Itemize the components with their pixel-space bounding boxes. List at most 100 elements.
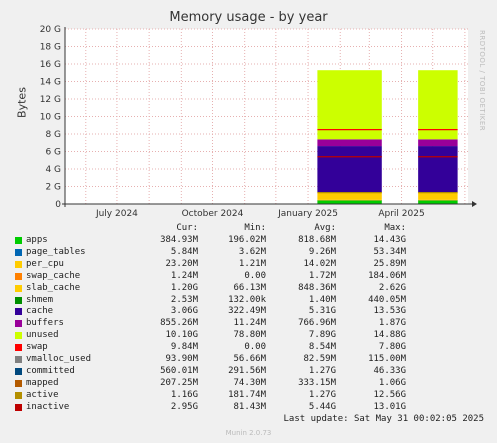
area-slab_cache (418, 192, 458, 200)
y-tick-label: 6 G (45, 148, 61, 158)
legend-value-max: 14.88G (373, 330, 406, 341)
area-cache (317, 146, 382, 193)
legend-value-max: 13.53G (373, 306, 406, 317)
x-tick-label: July 2024 (95, 209, 138, 219)
legend-value-max: 440.05M (368, 294, 406, 305)
legend-series-name: mapped (26, 377, 59, 388)
legend-value-avg: 1.40M (308, 294, 336, 305)
legend-value-min: 132.00k (228, 294, 266, 305)
area-slab_cache (317, 192, 382, 200)
legend-row: vmalloc_used 93.90M 56.66M 82.59M 115.00M (0, 354, 497, 366)
data-areas (317, 70, 458, 204)
legend-value-cur: 1.20G (170, 282, 198, 293)
y-tick-label: 8 G (45, 130, 61, 140)
legend-value-min: 66.13M (233, 282, 266, 293)
legend-swatch (15, 272, 22, 280)
legend-value-max: 25.89M (373, 258, 406, 269)
legend-swatch (15, 356, 22, 363)
legend-value-cur: 384.93M (160, 235, 198, 245)
legend-value-avg: 818.68M (298, 235, 336, 245)
rrdtool-credit: RRDTOOL / TOBI OETIKER (478, 30, 486, 132)
legend-row: shmem 2.53M 132.00k 1.40M 440.05M (0, 295, 497, 307)
legend-swatch (15, 367, 22, 375)
chart-title: Memory usage - by year (169, 10, 328, 25)
y-tick-label: 14 G (40, 78, 61, 88)
legend-row: active 1.16G 181.74M 1.27G 12.56G (0, 390, 497, 402)
legend-row: unused 10.10G 78.80M 7.89G 14.88G (0, 330, 497, 342)
legend-value-max: 13.01G (373, 401, 406, 412)
legend-series-name: buffers (26, 318, 64, 329)
y-tick-label: 12 G (40, 95, 61, 105)
legend-value-max: 12.56G (373, 389, 406, 400)
legend-header: Cur: Min: Avg: Max: (0, 223, 497, 235)
legend-value-max: 184.06M (368, 270, 406, 281)
munin-version: Munin 2.0.73 (225, 429, 272, 437)
legend-value-avg: 8.54M (308, 342, 336, 353)
legend-value-avg: 7.89G (308, 330, 336, 341)
legend-value-min: 181.74M (228, 389, 266, 400)
legend-value-avg: 1.27G (308, 365, 336, 376)
legend-series-name: page_tables (26, 246, 86, 257)
x-tick-labels: July 2024 October 2024 January 2025 April 2… (95, 209, 425, 219)
legend-value-cur: 23.20M (165, 258, 198, 269)
legend-column-header: Min: (244, 223, 266, 233)
legend-value-cur: 10.10G (165, 330, 198, 341)
legend-value-cur: 1.16G (170, 389, 198, 400)
y-tick-labels: 0 2 G 4 G 6 G 8 G 10 G 12 G 14 G 16 G 18 G 20 G (40, 25, 62, 210)
legend-column-header: Max: (384, 223, 406, 233)
legend-value-avg: 1.27G (308, 389, 336, 400)
legend-series-name: swap (26, 342, 48, 353)
legend-row: page_tables 5.84M 3.62M 9.26M 53.34M (0, 247, 497, 259)
legend-value-avg: 5.44G (308, 401, 336, 412)
y-tick-label: 4 G (45, 165, 61, 175)
legend-value-avg: 9.26M (308, 246, 336, 257)
legend-swatch (15, 332, 22, 340)
legend-value-cur: 2.53M (170, 294, 198, 305)
legend-swatch (15, 320, 22, 328)
legend-value-avg: 333.15M (298, 377, 336, 388)
y-tick-label: 0 (55, 200, 61, 210)
legend-value-cur: 1.24M (170, 270, 198, 281)
legend-value-min: 0.00 (244, 342, 266, 353)
legend-column-header: Cur: (176, 223, 198, 233)
legend-row: swap 9.84M 0.00 8.54M 7.80G (0, 342, 497, 354)
legend-series-name: cache (26, 306, 54, 317)
legend-series-name: inactive (26, 401, 70, 412)
legend-swatch (15, 379, 22, 387)
area-unused (317, 70, 382, 140)
legend-value-min: 11.24M (233, 318, 266, 329)
legend-value-max: 115.00M (368, 354, 406, 364)
x-axis-arrow (472, 201, 477, 207)
y-tick-label: 10 G (40, 113, 61, 123)
x-tick-label: January 2025 (277, 209, 338, 219)
legend-value-cur: 560.01M (160, 365, 198, 376)
legend-swatch (15, 296, 22, 304)
area-per_cpu (317, 199, 382, 201)
legend-series-name: swap_cache (26, 270, 81, 281)
legend-series-name: committed (26, 365, 75, 376)
area-buffers (418, 139, 458, 147)
legend-value-cur: 2.95G (170, 401, 198, 412)
legend-value-cur: 9.84M (170, 342, 198, 353)
legend-value-avg: 1.72M (308, 270, 336, 281)
legend-series-name: per_cpu (26, 258, 64, 269)
legend-value-min: 81.43M (233, 401, 266, 412)
legend-swatch (15, 248, 22, 256)
legend-value-min: 291.56M (228, 365, 266, 376)
legend-row: committed 560.01M 291.56M 1.27G 46.33G (0, 366, 497, 378)
legend-row: cache 3.06G 322.49M 5.31G 13.53G (0, 306, 497, 318)
legend-swatch (15, 391, 22, 399)
legend-row: swap_cache 1.24M 0.00 1.72M 184.06M (0, 271, 497, 283)
legend-swatch (15, 403, 22, 411)
last-update: Last update: Sat May 31 00:02:05 2025 (283, 414, 484, 424)
x-tick-label: April 2025 (378, 209, 424, 219)
legend-value-max: 7.80G (378, 342, 406, 353)
legend-value-max: 1.06G (378, 377, 406, 388)
legend-value-avg: 14.02M (303, 258, 336, 269)
legend-series-name: apps (26, 235, 48, 245)
y-tick-label: 2 G (45, 183, 61, 193)
legend-row: mapped 207.25M 74.30M 333.15M 1.06G (0, 378, 497, 390)
area-apps (317, 200, 382, 204)
legend-value-avg: 82.59M (303, 354, 336, 364)
legend-value-max: 1.87G (378, 318, 406, 329)
